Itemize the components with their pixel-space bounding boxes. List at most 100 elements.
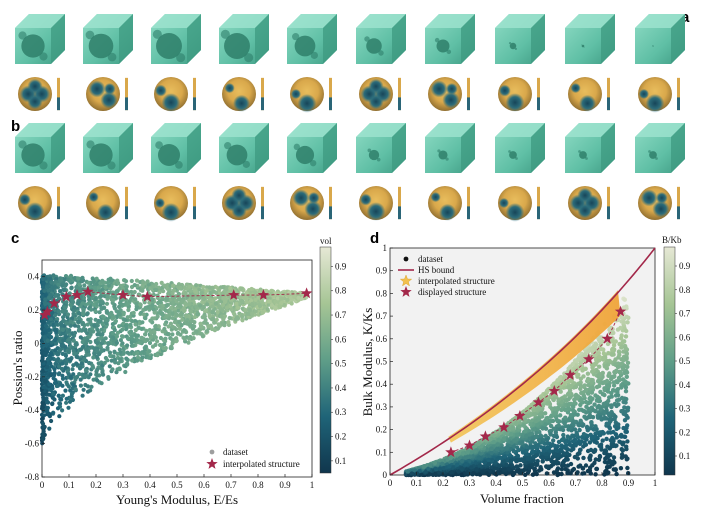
- chart-d-legend-star-displayed: [400, 286, 412, 297]
- chart-d-legend-interpolated: interpolated structure: [418, 276, 495, 286]
- chart-c-interp-point-8: [228, 289, 240, 300]
- panel-a-structures: [15, 14, 685, 113]
- chart-d-legend-displayed: displayed structure: [418, 287, 486, 297]
- chart-d-displayed-point-9: [601, 332, 613, 344]
- chart-c-interp-point-3: [60, 290, 72, 302]
- panel-b-sphere-5: [290, 186, 332, 220]
- chart-d-xtick-4: 0.4: [490, 478, 502, 488]
- chart-d-xtick-10: 1: [653, 478, 658, 488]
- chart-c-xtick-8: 0.8: [252, 480, 264, 490]
- panel-b-legend-bar-6: [398, 186, 401, 220]
- panel-a-cube-3: [151, 14, 201, 64]
- chart-c-colorbar-label: vol: [320, 236, 332, 246]
- chart-d-ytick-7: 0.7: [376, 311, 388, 321]
- panel-b-cube-4: [219, 123, 269, 173]
- panel-a-legend-bar-6: [398, 77, 401, 111]
- panel-a-cube-4: [219, 14, 269, 64]
- panel-b-structures: [15, 123, 685, 222]
- chart-c-legend-star: [206, 458, 218, 469]
- panel-b-legend-bar-1: [57, 186, 60, 220]
- chart-c-cbar-tick-2: 0.3: [335, 407, 347, 417]
- chart-d-ytick-1: 0.1: [376, 447, 387, 457]
- chart-c-ytick-5: 0.2: [28, 305, 39, 315]
- chart-c-xtick-1: 0.1: [63, 480, 74, 490]
- chart-d-displayed-point-0: [445, 446, 457, 458]
- chart-c-ytick-6: 0.4: [28, 272, 40, 282]
- panel-a-cube-2: [83, 14, 133, 64]
- panel-a-sphere-6: [359, 77, 401, 111]
- panel-b-legend-bar-3: [193, 186, 196, 220]
- chart-c-xtick-0: 0: [40, 480, 45, 490]
- chart-c-legend-dataset: dataset: [223, 447, 248, 457]
- panel-b-cube-8: [495, 123, 545, 173]
- panel-b-cube-2: [83, 123, 133, 173]
- panel-b-legend-bar-8: [537, 186, 540, 220]
- panel-a-sphere-5: [290, 77, 332, 113]
- chart-d-displayed-point-8: [583, 353, 595, 365]
- chart-d-xtick-3: 0.3: [464, 478, 476, 488]
- chart-d-ytick-10: 1: [383, 243, 388, 253]
- chart-c-interp-point-6: [117, 289, 129, 300]
- chart-d-legend-hs: HS bound: [418, 265, 455, 275]
- panel-a-legend-bar-1: [57, 77, 60, 111]
- panel-b-cube-9: [565, 123, 615, 173]
- chart-c-xtick-6: 0.6: [198, 480, 210, 490]
- chart-c-cbar-tick-5: 0.6: [335, 334, 347, 344]
- panel-b-legend-bar-7: [467, 186, 470, 220]
- chart-d-ytick-5: 0.5: [376, 357, 388, 367]
- panel-b-legend-bar-2: [125, 186, 128, 220]
- chart-d-legend-dataset: dataset: [418, 254, 443, 264]
- chart-d-xtick-1: 0.1: [411, 478, 422, 488]
- panel-a-legend-bar-10: [677, 77, 680, 111]
- chart-c-interp-point-9: [257, 289, 270, 300]
- chart-d-displayed-point-10: [614, 305, 627, 317]
- chart-d-xtick-6: 0.6: [543, 478, 555, 488]
- chart-d-ytick-9: 0.9: [376, 266, 388, 276]
- panel-b-sphere-9: [568, 186, 610, 220]
- panel-b-legend-bar-9: [607, 186, 610, 220]
- panel-a-legend-bar-9: [607, 77, 610, 111]
- chart-d-ylabel: Bulk Modulus, K/Ks: [360, 308, 375, 417]
- panel-a-cube-5: [287, 14, 337, 64]
- chart-c-marks: [39, 285, 313, 320]
- panel-a-legend-bar-5: [329, 77, 332, 111]
- chart-d-cbar-tick-3: 0.4: [679, 380, 691, 390]
- panel-a-sphere-1: [18, 77, 60, 111]
- chart-c-interp-point-2: [48, 297, 60, 309]
- chart-d-xtick-5: 0.5: [517, 478, 529, 488]
- panel-b-sphere-1: [18, 186, 60, 221]
- chart-c-ytick-3: -0.2: [25, 372, 39, 382]
- chart-c-interp-point-10: [300, 287, 313, 299]
- chart-c-xtick-5: 0.5: [171, 480, 183, 490]
- chart-d-cbar-tick-1: 0.2: [679, 427, 690, 437]
- chart-c-cbar-tick-1: 0.2: [335, 432, 346, 442]
- chart-c-colorbar: vol 0.1 0.2 0.3 0.4 0.5 0.6 0.7 0.8 0.9: [319, 236, 347, 474]
- panel-b-sphere-8: [498, 186, 540, 222]
- chart-c-interp-point-5: [82, 285, 94, 297]
- chart-c-cbar-tick-7: 0.8: [335, 286, 347, 296]
- panel-a-sphere-10: [638, 77, 680, 113]
- chart-c-ytick-1: -0.6: [25, 439, 40, 449]
- panel-a-cube-6: [356, 14, 406, 64]
- chart-c-dataset-cloud: [39, 273, 309, 446]
- panel-label-c: c: [11, 230, 19, 247]
- chart-d-ytick-4: 0.4: [376, 379, 388, 389]
- panel-label-d: d: [370, 230, 379, 247]
- chart-c-cbar-tick-3: 0.4: [335, 383, 347, 393]
- chart-d-ytick-0: 0: [383, 470, 388, 480]
- chart-c-ytick-0: -0.8: [25, 472, 40, 482]
- chart-d-xtick-9: 0.9: [623, 478, 635, 488]
- chart-d-ytick-2: 0.2: [376, 425, 387, 435]
- chart-d-legend-star-interp: [399, 274, 413, 287]
- panel-b-cube-5: [287, 123, 337, 173]
- chart-d-cbar-tick-2: 0.3: [679, 404, 691, 414]
- panel-a-legend-bar-8: [537, 77, 540, 111]
- panel-a-cube-7: [425, 14, 475, 64]
- chart-d-displayed-point-3: [498, 421, 510, 433]
- chart-d-hs-bound: [389, 247, 656, 476]
- panel-b-legend-bar-4: [261, 186, 264, 220]
- chart-c-xtick-10: 1: [310, 480, 315, 490]
- chart-c-xtick-4: 0.4: [144, 480, 156, 490]
- chart-c-cbar-tick-6: 0.7: [335, 310, 347, 320]
